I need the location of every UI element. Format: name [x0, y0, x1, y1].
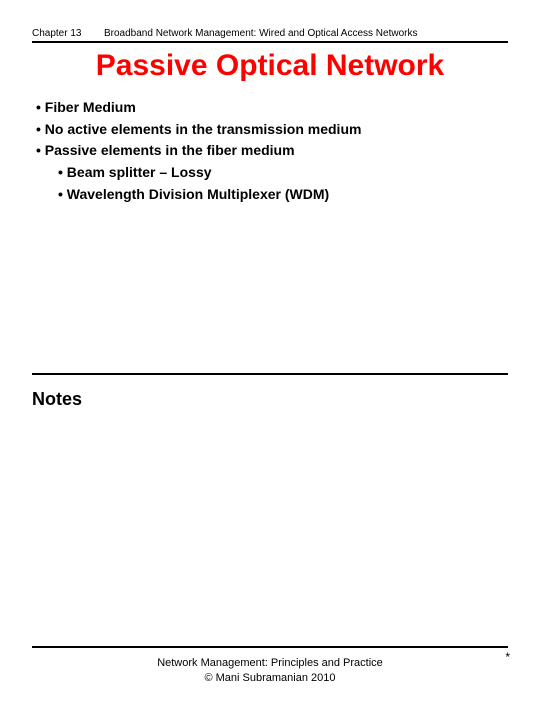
bullet-list: • Fiber Medium • No active elements in t…	[32, 97, 508, 205]
footer-line1: Network Management: Principles and Pract…	[0, 656, 540, 671]
footer-text: Network Management: Principles and Pract…	[0, 656, 540, 686]
footer-line2: © Mani Subramanian 2010	[0, 671, 540, 686]
bullet-subitem: • Wavelength Division Multiplexer (WDM)	[36, 184, 508, 206]
bullet-item: • Fiber Medium	[36, 97, 508, 119]
footer-divider	[32, 646, 508, 648]
bullet-item: • Passive elements in the fiber medium	[36, 140, 508, 162]
bullet-item: • No active elements in the transmission…	[36, 119, 508, 141]
section-divider	[32, 373, 508, 375]
bullet-subitem: • Beam splitter – Lossy	[36, 162, 508, 184]
slide-title: Passive Optical Network	[32, 49, 508, 83]
chapter-label: Chapter 13	[32, 28, 104, 39]
notes-heading: Notes	[32, 389, 508, 410]
chapter-topic: Broadband Network Management: Wired and …	[104, 28, 508, 39]
header-row: Chapter 13 Broadband Network Management:…	[32, 28, 508, 43]
